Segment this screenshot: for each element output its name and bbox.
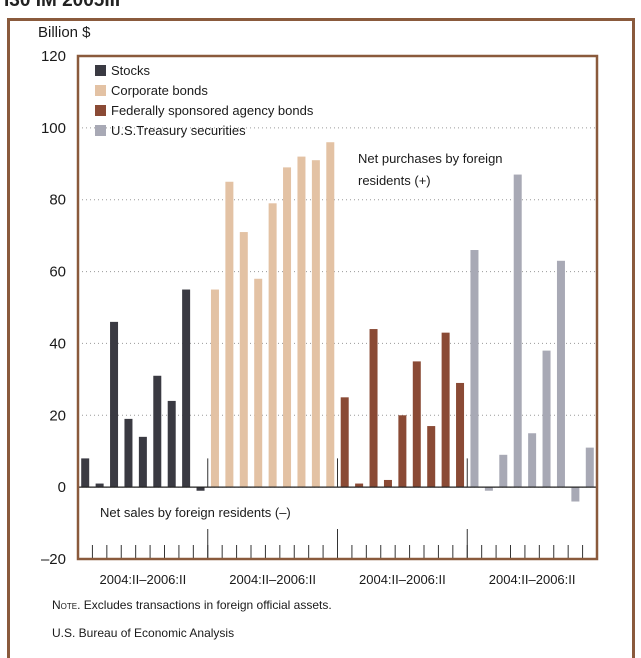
bar [138,436,147,488]
legend-label: Federally sponsored agency bonds [111,103,314,118]
y-tick-label: 60 [49,264,66,281]
bar [268,203,277,488]
bar [470,250,479,488]
legend-label: Stocks [111,63,151,78]
y-tick-label: 20 [49,407,66,424]
bar [124,418,133,488]
bar [326,142,335,488]
group-label: 2004:II–2006:II [359,572,446,587]
bar [355,483,364,488]
legend-swatch [95,105,106,116]
bar [484,487,493,491]
bar [369,329,378,488]
partial-title: I30 IM 2005III [4,0,121,11]
legend-swatch [95,65,106,76]
legend-swatch [95,85,106,96]
bar [182,289,191,488]
bar [210,289,219,488]
bar [297,156,306,488]
bar [456,382,465,488]
legend-label: Corporate bonds [111,83,208,98]
bar [196,487,205,491]
bar [153,375,162,488]
plot-border [76,54,599,561]
bar [81,458,90,488]
y-tick-label: 100 [41,120,66,137]
bar [110,321,119,488]
legend-label: U.S.Treasury securities [111,123,246,138]
bar [340,397,349,488]
group-label: 2004:II–2006:II [229,572,316,587]
bar [254,278,263,488]
bar [225,181,234,488]
bar [283,167,292,488]
y-tick-label: 0 [58,479,66,496]
chart-source: U.S. Bureau of Economic Analysis [52,626,235,640]
bar [412,361,421,488]
note-text: Excludes transactions in foreign officia… [80,598,332,612]
y-tick-label: 80 [49,192,66,209]
annotation-purchases: Net purchases by foreign [358,151,503,166]
y-tick-label: 40 [49,335,66,352]
bar [427,426,436,488]
legend-swatch [95,125,106,136]
bar [95,483,104,488]
y-tick-label: 120 [41,48,66,65]
bar [571,487,580,502]
y-axis-label: Billion $ [38,24,91,41]
bar [167,400,176,488]
chart-note: Note. Excludes transactions in foreign o… [52,598,332,612]
annotation-purchases: residents (+) [358,173,431,188]
bar [239,232,248,488]
bar [556,260,565,488]
bar [528,433,537,488]
bar [585,447,594,488]
bar [441,332,450,488]
group-label: 2004:II–2006:II [100,572,187,587]
annotation-sales: Net sales by foreign residents (–) [100,505,291,520]
y-tick-label: –20 [41,551,66,568]
bar [499,454,508,488]
bar [513,174,522,488]
note-prefix: Note. [52,598,81,612]
bar [311,160,320,488]
bar [398,415,407,488]
bar [383,479,392,488]
bar [542,350,551,488]
group-label: 2004:II–2006:II [489,572,576,587]
